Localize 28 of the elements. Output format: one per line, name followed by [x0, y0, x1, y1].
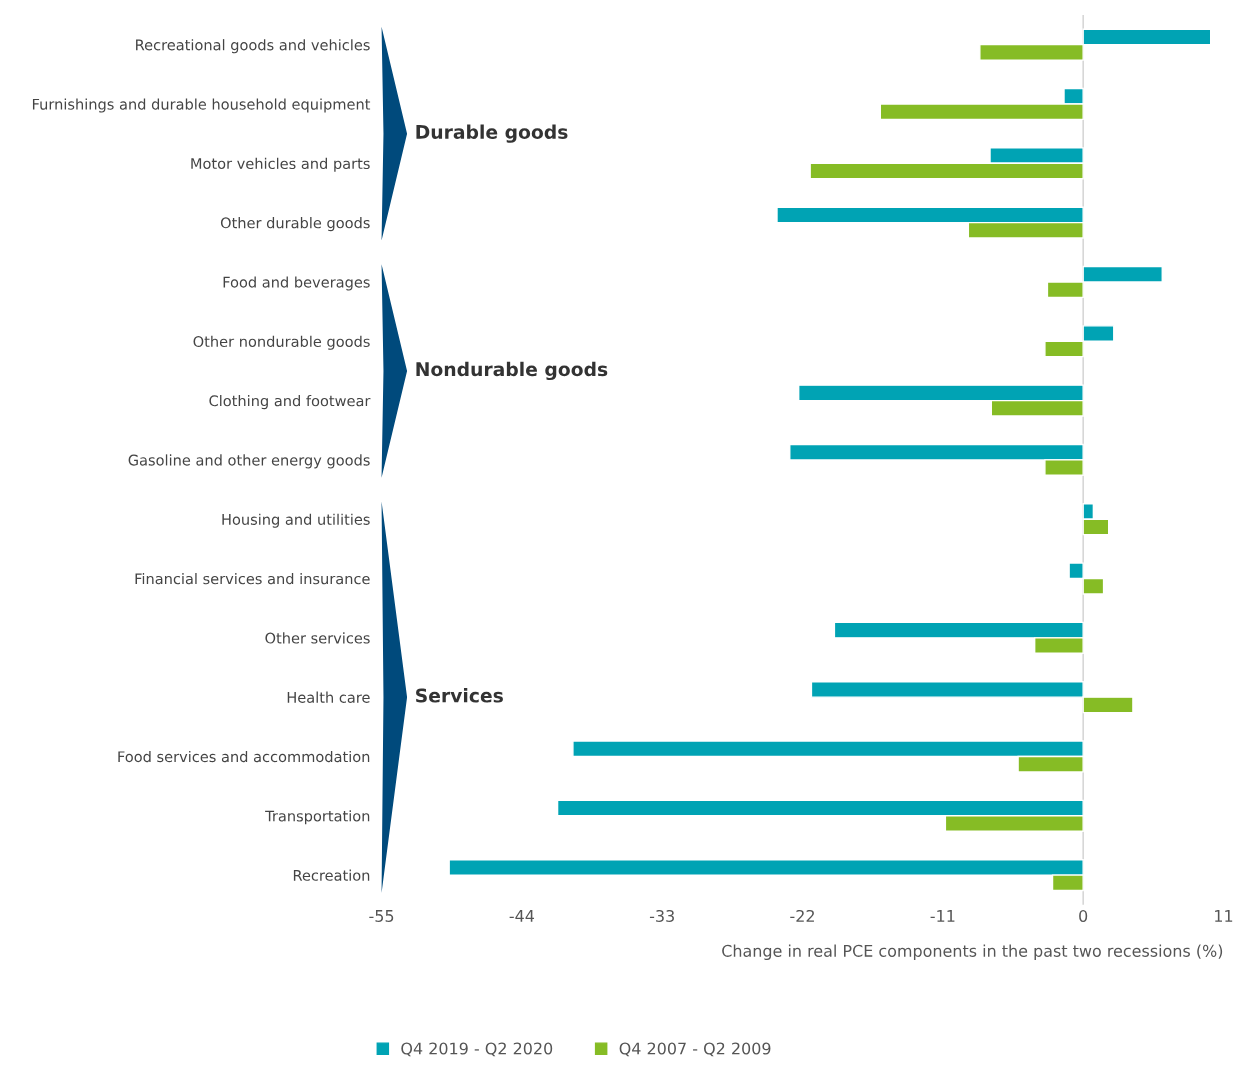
y-tick-label: Other nondurable goods — [193, 335, 370, 350]
annotation: Durable goods — [416, 124, 568, 143]
y-tick-label: Clothing and footwear — [209, 395, 371, 410]
x-tick-label: -55 — [369, 910, 394, 922]
x-tick-label: -33 — [649, 909, 674, 922]
y-tick-label: Transportation — [265, 810, 370, 825]
legend-label: Q4 2007 - Q2 2009 — [619, 1042, 771, 1057]
y-tick-label: Housing and utilities — [222, 513, 370, 528]
y-tick-label: Health care — [287, 691, 370, 703]
legend-label: Q4 2019 - Q2 2020 — [401, 1042, 553, 1057]
x-tick-label: 0 — [1079, 909, 1088, 922]
y-tick-label: Other services — [265, 632, 370, 644]
y-tick-label: Furnishings and durable household equipment — [32, 98, 371, 113]
x-tick-label: -44 — [509, 910, 535, 922]
y-tick-label: Other durable goods — [220, 217, 370, 232]
y-tick-label: Recreational goods and vehicles — [136, 39, 370, 54]
annotation: Services — [416, 688, 503, 703]
y-tick-label: Financial services and insurance — [135, 572, 370, 585]
y-tick-label: Food services and accommodation — [118, 750, 370, 763]
annotation: Nondurable goods — [416, 361, 608, 381]
y-tick-label: Recreation — [293, 869, 370, 881]
x-tick-label: -11 — [930, 910, 955, 922]
x-tick-label: 11 — [1215, 910, 1233, 922]
y-tick-label: Motor vehicles and parts — [191, 157, 370, 172]
x-tick-label: -22 — [790, 909, 814, 922]
y-tick-label: Gasoline and other energy goods — [128, 454, 370, 469]
y-tick-label: Food and beverages — [223, 276, 370, 291]
x-axis-title: Change in real PCE components in the past two recessions (%) — [722, 944, 1223, 960]
